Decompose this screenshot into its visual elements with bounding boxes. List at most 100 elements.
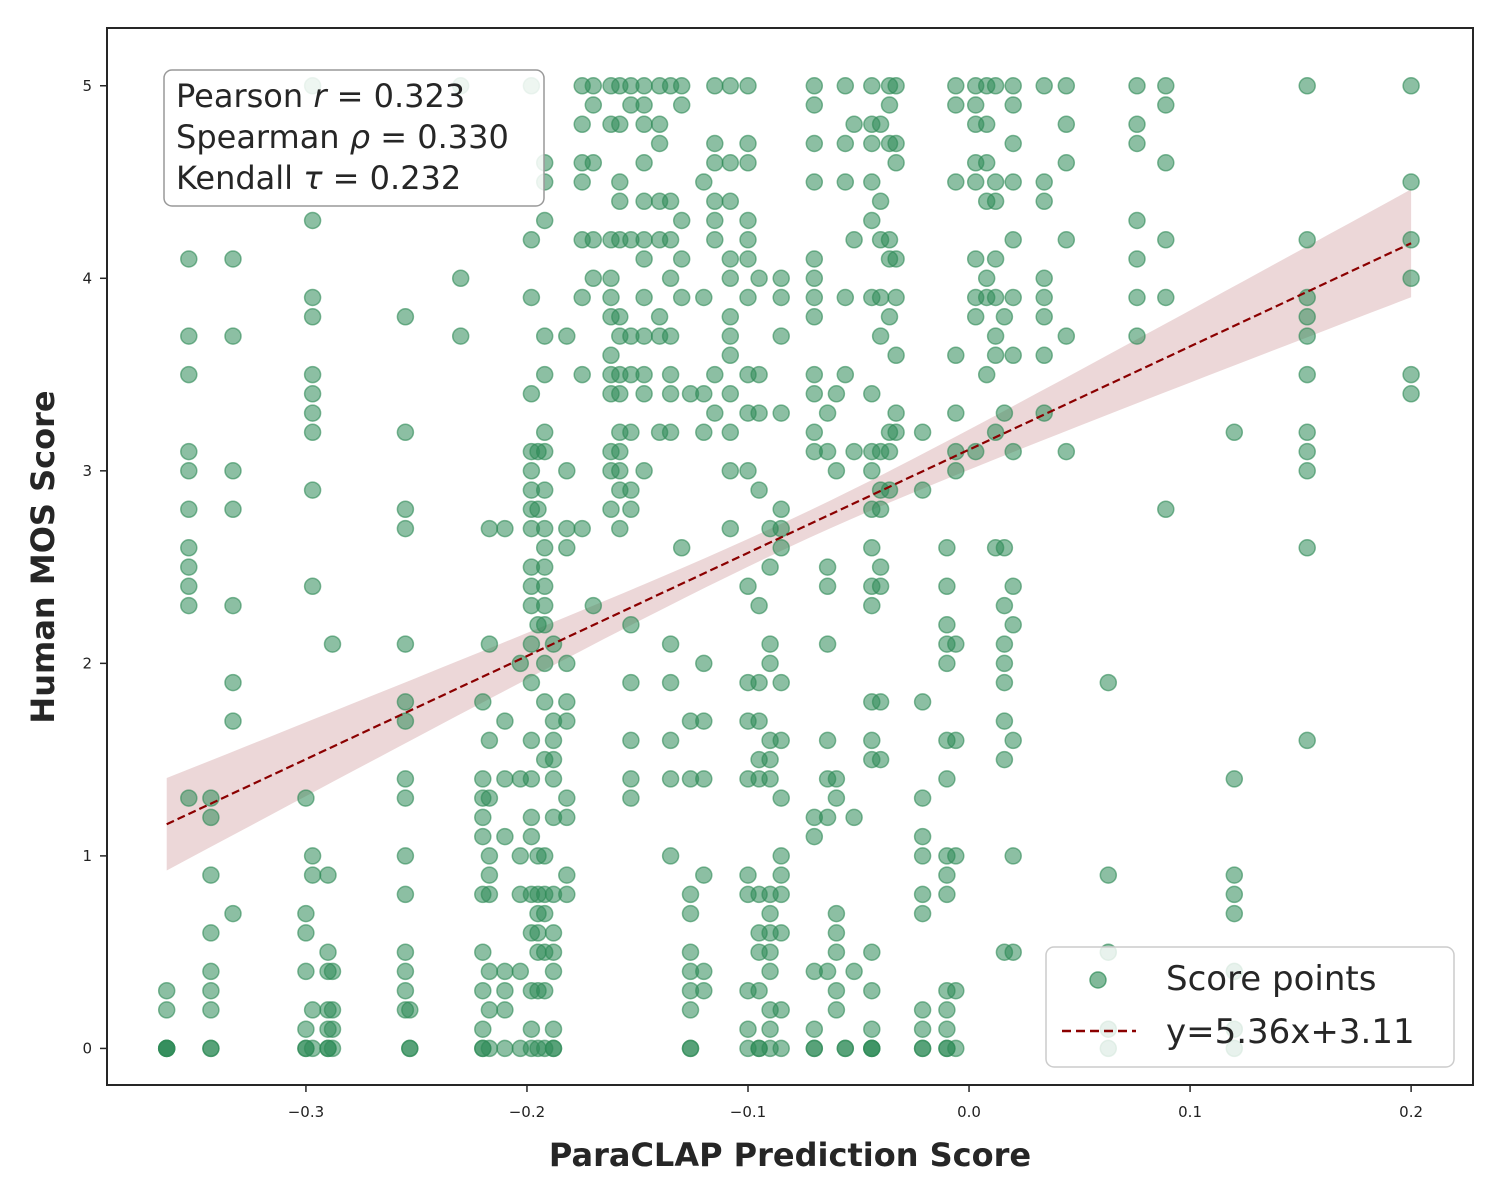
score-point (1157, 154, 1175, 172)
score-point (661, 231, 680, 249)
score-point (706, 192, 724, 211)
score-point (772, 327, 790, 345)
score-point (827, 770, 846, 788)
score-point (977, 269, 996, 288)
stats-box-frame (163, 69, 545, 207)
score-point (323, 635, 342, 653)
score-point (681, 885, 700, 904)
score-point (558, 327, 576, 345)
score-point (180, 442, 198, 461)
score-point (535, 847, 554, 865)
score-point (672, 77, 691, 95)
score-point (635, 154, 653, 172)
score-point (650, 134, 669, 153)
score-point (863, 462, 881, 480)
score-point (938, 616, 956, 634)
score-point (396, 943, 415, 961)
score-point (805, 134, 824, 153)
score-point (681, 943, 700, 961)
score-point (1004, 577, 1022, 596)
y-tick-label: 2 (82, 654, 92, 672)
score-point (871, 693, 890, 711)
legend-frame (1045, 946, 1455, 1068)
score-point (863, 173, 881, 191)
score-point (522, 462, 541, 480)
score-point (396, 693, 415, 711)
score-point (558, 654, 576, 673)
score-point (573, 288, 591, 307)
score-point (635, 462, 653, 480)
score-point (1099, 866, 1118, 884)
score-point (661, 423, 680, 442)
score-point (805, 288, 824, 307)
score-point (947, 173, 965, 191)
x-axis-title: ParaCLAP Prediction Score (549, 1136, 1031, 1174)
score-point (805, 1020, 824, 1038)
score-point (558, 539, 576, 557)
score-point (1004, 77, 1022, 95)
score-point (672, 250, 691, 268)
score-point (805, 269, 824, 288)
score-point (1004, 173, 1022, 191)
score-point (827, 385, 846, 403)
score-point (739, 134, 757, 153)
score-point (947, 635, 965, 653)
score-point (772, 269, 790, 288)
score-point (480, 1001, 499, 1019)
score-point (544, 1020, 563, 1038)
score-point (871, 500, 890, 519)
score-point (695, 712, 713, 730)
score-point (827, 1001, 846, 1019)
score-point (622, 500, 640, 519)
score-point (180, 558, 198, 576)
score-point (818, 731, 837, 750)
score-point (661, 327, 680, 345)
score-point (887, 77, 905, 95)
score-point (695, 173, 713, 191)
score-point (1035, 173, 1053, 191)
score-point (761, 943, 779, 961)
score-point (474, 693, 492, 711)
score-point (535, 558, 554, 576)
score-point (535, 211, 554, 230)
score-point (474, 943, 492, 961)
score-point (836, 173, 855, 191)
score-point (602, 500, 620, 519)
x-axis-ticks: −0.3 −0.2 −0.1 0.0 0.1 0.2 (288, 1085, 1423, 1121)
score-point (661, 635, 680, 653)
score-point (836, 288, 855, 307)
score-point (1225, 866, 1244, 884)
score-point (750, 712, 768, 730)
score-point (480, 1039, 499, 1058)
score-point (1402, 365, 1420, 384)
score-point (947, 442, 965, 461)
score-point (611, 115, 629, 134)
score-point (522, 808, 541, 827)
score-point (863, 731, 881, 750)
legend: Score points y=5.36x+3.11 (1045, 946, 1455, 1068)
score-point (887, 288, 905, 307)
score-point (947, 731, 965, 750)
score-point (706, 77, 724, 95)
x-tick-label: −0.3 (288, 1103, 324, 1121)
score-point (584, 269, 603, 288)
score-point (522, 231, 541, 249)
score-point (863, 943, 881, 961)
score-point (303, 385, 322, 403)
score-point (672, 288, 691, 307)
score-point (880, 442, 899, 461)
score-point (611, 173, 629, 191)
score-point (602, 288, 620, 307)
score-point (706, 154, 724, 172)
score-point (863, 596, 881, 615)
score-point (750, 673, 768, 692)
score-point (661, 847, 680, 865)
score-point (1225, 423, 1244, 442)
score-point (480, 885, 499, 904)
score-point (180, 577, 198, 596)
score-point (761, 750, 779, 769)
score-point (635, 77, 653, 95)
regression-line-layer (166, 242, 1412, 826)
score-point (845, 808, 863, 827)
